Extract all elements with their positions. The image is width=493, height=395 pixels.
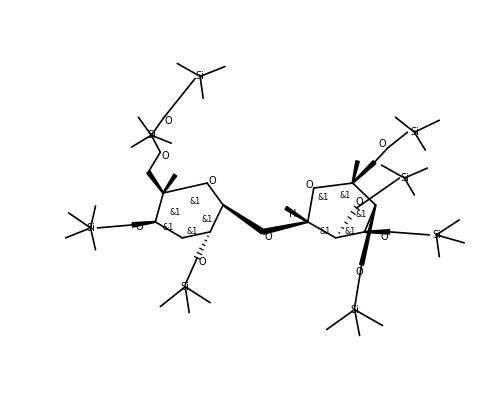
Text: H: H bbox=[289, 209, 296, 219]
Text: O: O bbox=[379, 139, 387, 149]
Text: &1: &1 bbox=[202, 215, 213, 224]
Text: Si: Si bbox=[350, 305, 359, 314]
Text: O: O bbox=[356, 197, 363, 207]
Polygon shape bbox=[352, 161, 359, 183]
Text: O: O bbox=[306, 180, 314, 190]
Text: O: O bbox=[209, 176, 216, 186]
Text: &1: &1 bbox=[356, 211, 367, 220]
Polygon shape bbox=[163, 174, 176, 193]
Polygon shape bbox=[223, 205, 264, 234]
Polygon shape bbox=[132, 222, 155, 227]
Polygon shape bbox=[147, 171, 164, 193]
Text: Si: Si bbox=[410, 127, 419, 137]
Polygon shape bbox=[285, 207, 308, 222]
Text: O: O bbox=[381, 232, 388, 242]
Text: Si: Si bbox=[400, 173, 409, 183]
Polygon shape bbox=[262, 222, 308, 234]
Text: &1: &1 bbox=[317, 192, 328, 201]
Text: &1: &1 bbox=[344, 228, 355, 236]
Polygon shape bbox=[365, 229, 389, 234]
Text: Si: Si bbox=[86, 223, 95, 233]
Text: &1: &1 bbox=[319, 228, 330, 236]
Text: Si: Si bbox=[181, 282, 190, 292]
Text: &1: &1 bbox=[163, 224, 174, 232]
Text: &1: &1 bbox=[189, 198, 201, 207]
Text: Si: Si bbox=[196, 71, 205, 81]
Text: &1: &1 bbox=[339, 190, 351, 199]
Text: &1: &1 bbox=[186, 228, 198, 236]
Text: Si: Si bbox=[432, 230, 441, 240]
Text: Si: Si bbox=[147, 130, 156, 140]
Text: O: O bbox=[165, 116, 172, 126]
Polygon shape bbox=[360, 205, 376, 265]
Text: O: O bbox=[162, 151, 169, 161]
Polygon shape bbox=[352, 161, 376, 183]
Text: &1: &1 bbox=[170, 209, 181, 217]
Text: O: O bbox=[136, 222, 143, 232]
Text: O: O bbox=[264, 232, 272, 242]
Text: O: O bbox=[198, 257, 206, 267]
Text: O: O bbox=[356, 267, 363, 277]
